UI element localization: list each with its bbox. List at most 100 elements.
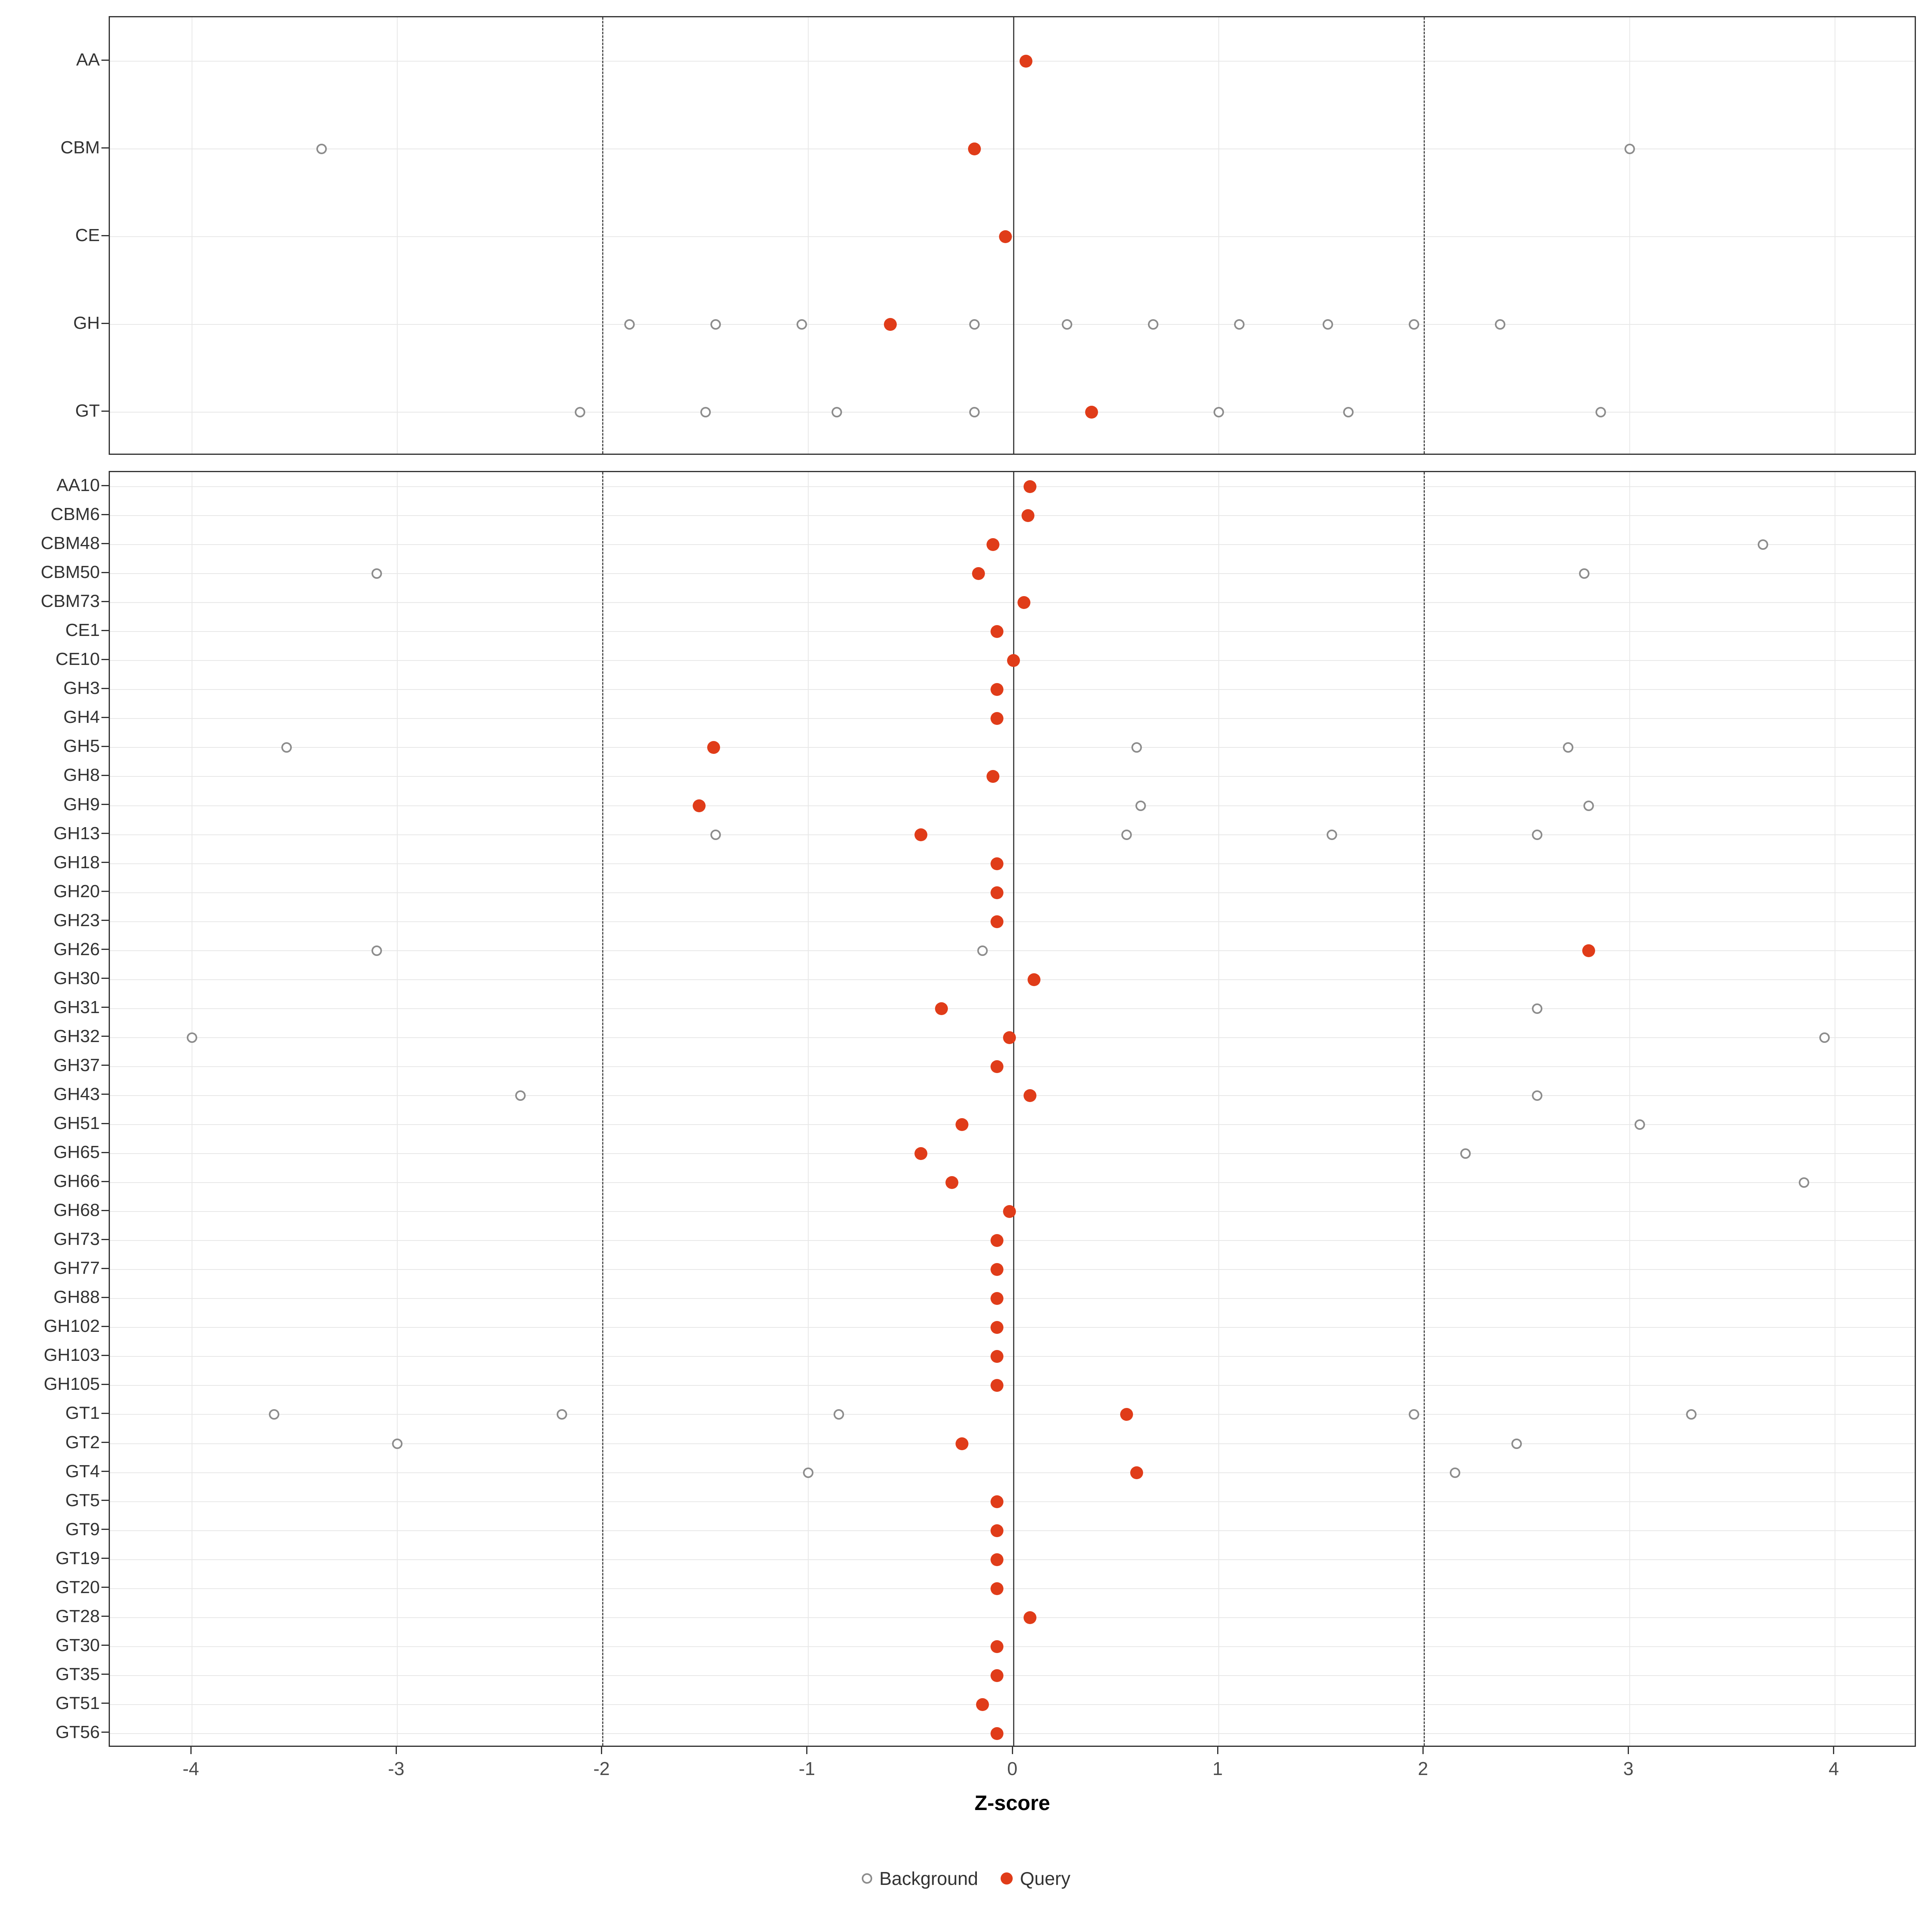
gridline-vertical xyxy=(1629,472,1630,1746)
query-point xyxy=(991,1060,1004,1073)
y-axis-tick xyxy=(101,59,109,61)
query-point xyxy=(1130,1466,1144,1479)
query-point xyxy=(956,1437,969,1450)
y-axis-label: AA xyxy=(76,50,100,70)
y-axis-tick xyxy=(101,1036,109,1037)
panel-class-summary xyxy=(109,16,1916,455)
query-point xyxy=(991,1524,1004,1537)
gridline-vertical xyxy=(397,472,398,1746)
y-axis-label: GH77 xyxy=(54,1258,100,1278)
gridline-vertical xyxy=(807,17,809,454)
background-point xyxy=(1758,539,1769,550)
y-axis-tick xyxy=(101,745,109,747)
query-point xyxy=(1028,973,1041,986)
background-point xyxy=(1635,1119,1645,1130)
query-point xyxy=(1021,509,1034,522)
query-point xyxy=(991,1234,1004,1247)
reference-line-dashed xyxy=(602,472,604,1746)
y-axis-tick xyxy=(101,1007,109,1008)
x-axis-tick-label: -2 xyxy=(593,1758,610,1779)
background-point xyxy=(832,407,842,417)
background-point xyxy=(1322,319,1333,330)
x-axis-title: Z-score xyxy=(974,1792,1050,1815)
y-axis-tick xyxy=(101,1123,109,1124)
query-point xyxy=(999,230,1012,243)
gridline-horizontal xyxy=(110,689,1915,690)
y-axis-label: GH13 xyxy=(54,823,100,843)
x-axis-tick-label: 0 xyxy=(1007,1758,1018,1779)
query-point xyxy=(991,857,1004,870)
query-point xyxy=(991,1495,1004,1508)
query-point xyxy=(914,828,928,841)
gridline-horizontal xyxy=(110,324,1915,325)
y-axis-tick xyxy=(101,949,109,950)
reference-line-zero xyxy=(1013,17,1014,454)
y-axis-tick xyxy=(101,1529,109,1530)
y-axis-tick xyxy=(101,1210,109,1211)
y-axis-tick xyxy=(101,658,109,660)
y-axis-tick xyxy=(101,1587,109,1588)
y-axis-label: CE10 xyxy=(55,649,100,669)
gridline-horizontal xyxy=(110,1124,1915,1125)
y-axis-tick xyxy=(101,1238,109,1240)
reference-line-zero xyxy=(1013,472,1014,1746)
y-axis-label: CBM xyxy=(60,138,100,157)
y-axis-label: GH20 xyxy=(54,881,100,901)
gridline-horizontal xyxy=(110,718,1915,719)
y-axis-label: GH66 xyxy=(54,1171,100,1191)
background-point xyxy=(1624,144,1635,154)
y-axis-tick xyxy=(101,716,109,718)
query-point xyxy=(991,1727,1004,1740)
y-axis-tick xyxy=(101,1558,109,1559)
gridline-horizontal xyxy=(110,1414,1915,1415)
background-point xyxy=(1408,319,1419,330)
y-axis-label: GH103 xyxy=(43,1345,100,1365)
background-point xyxy=(392,1438,403,1449)
gridline-horizontal xyxy=(110,1182,1915,1183)
background-point xyxy=(1563,742,1573,753)
reference-line-dashed xyxy=(1423,472,1425,1746)
query-point xyxy=(945,1176,958,1189)
background-point xyxy=(710,829,721,840)
reference-line-dashed xyxy=(1423,17,1425,454)
query-point xyxy=(956,1118,969,1131)
gridline-horizontal xyxy=(110,1443,1915,1444)
gridline-horizontal xyxy=(110,1559,1915,1560)
query-point xyxy=(1017,596,1030,609)
x-axis-tick-label: -4 xyxy=(182,1758,199,1779)
query-point xyxy=(991,886,1004,899)
gridline-horizontal xyxy=(110,1501,1915,1502)
query-point xyxy=(991,625,1004,638)
gridline-horizontal xyxy=(110,1008,1915,1009)
query-point xyxy=(914,1147,928,1160)
background-point xyxy=(1495,319,1506,330)
y-axis-tick xyxy=(101,920,109,921)
background-point xyxy=(1214,407,1224,417)
y-axis-label: GH68 xyxy=(54,1200,100,1220)
gridline-horizontal xyxy=(110,544,1915,545)
query-point xyxy=(972,567,985,580)
background-point xyxy=(372,568,382,579)
y-axis-tick xyxy=(101,1703,109,1704)
gridline-horizontal xyxy=(110,1356,1915,1357)
background-point xyxy=(1148,319,1158,330)
y-axis-label: GH88 xyxy=(54,1287,100,1307)
gridline-horizontal xyxy=(110,1240,1915,1241)
gridline-horizontal xyxy=(110,1472,1915,1473)
background-point xyxy=(1121,829,1132,840)
query-point xyxy=(707,741,720,754)
gridline-horizontal xyxy=(110,1617,1915,1618)
x-axis-tick xyxy=(395,1747,397,1754)
background-point xyxy=(372,945,382,956)
background-point xyxy=(575,407,586,417)
y-axis-label: GT2 xyxy=(65,1432,100,1452)
query-point xyxy=(991,1379,1004,1392)
query-point xyxy=(1007,654,1020,667)
y-axis-label: GH31 xyxy=(54,997,100,1017)
background-point xyxy=(1686,1409,1697,1420)
y-axis-label: GT9 xyxy=(65,1519,100,1539)
gridline-horizontal xyxy=(110,602,1915,603)
x-axis-tick-label: 3 xyxy=(1623,1758,1634,1779)
y-axis-tick xyxy=(101,1296,109,1298)
y-axis-label: GT56 xyxy=(55,1722,100,1742)
